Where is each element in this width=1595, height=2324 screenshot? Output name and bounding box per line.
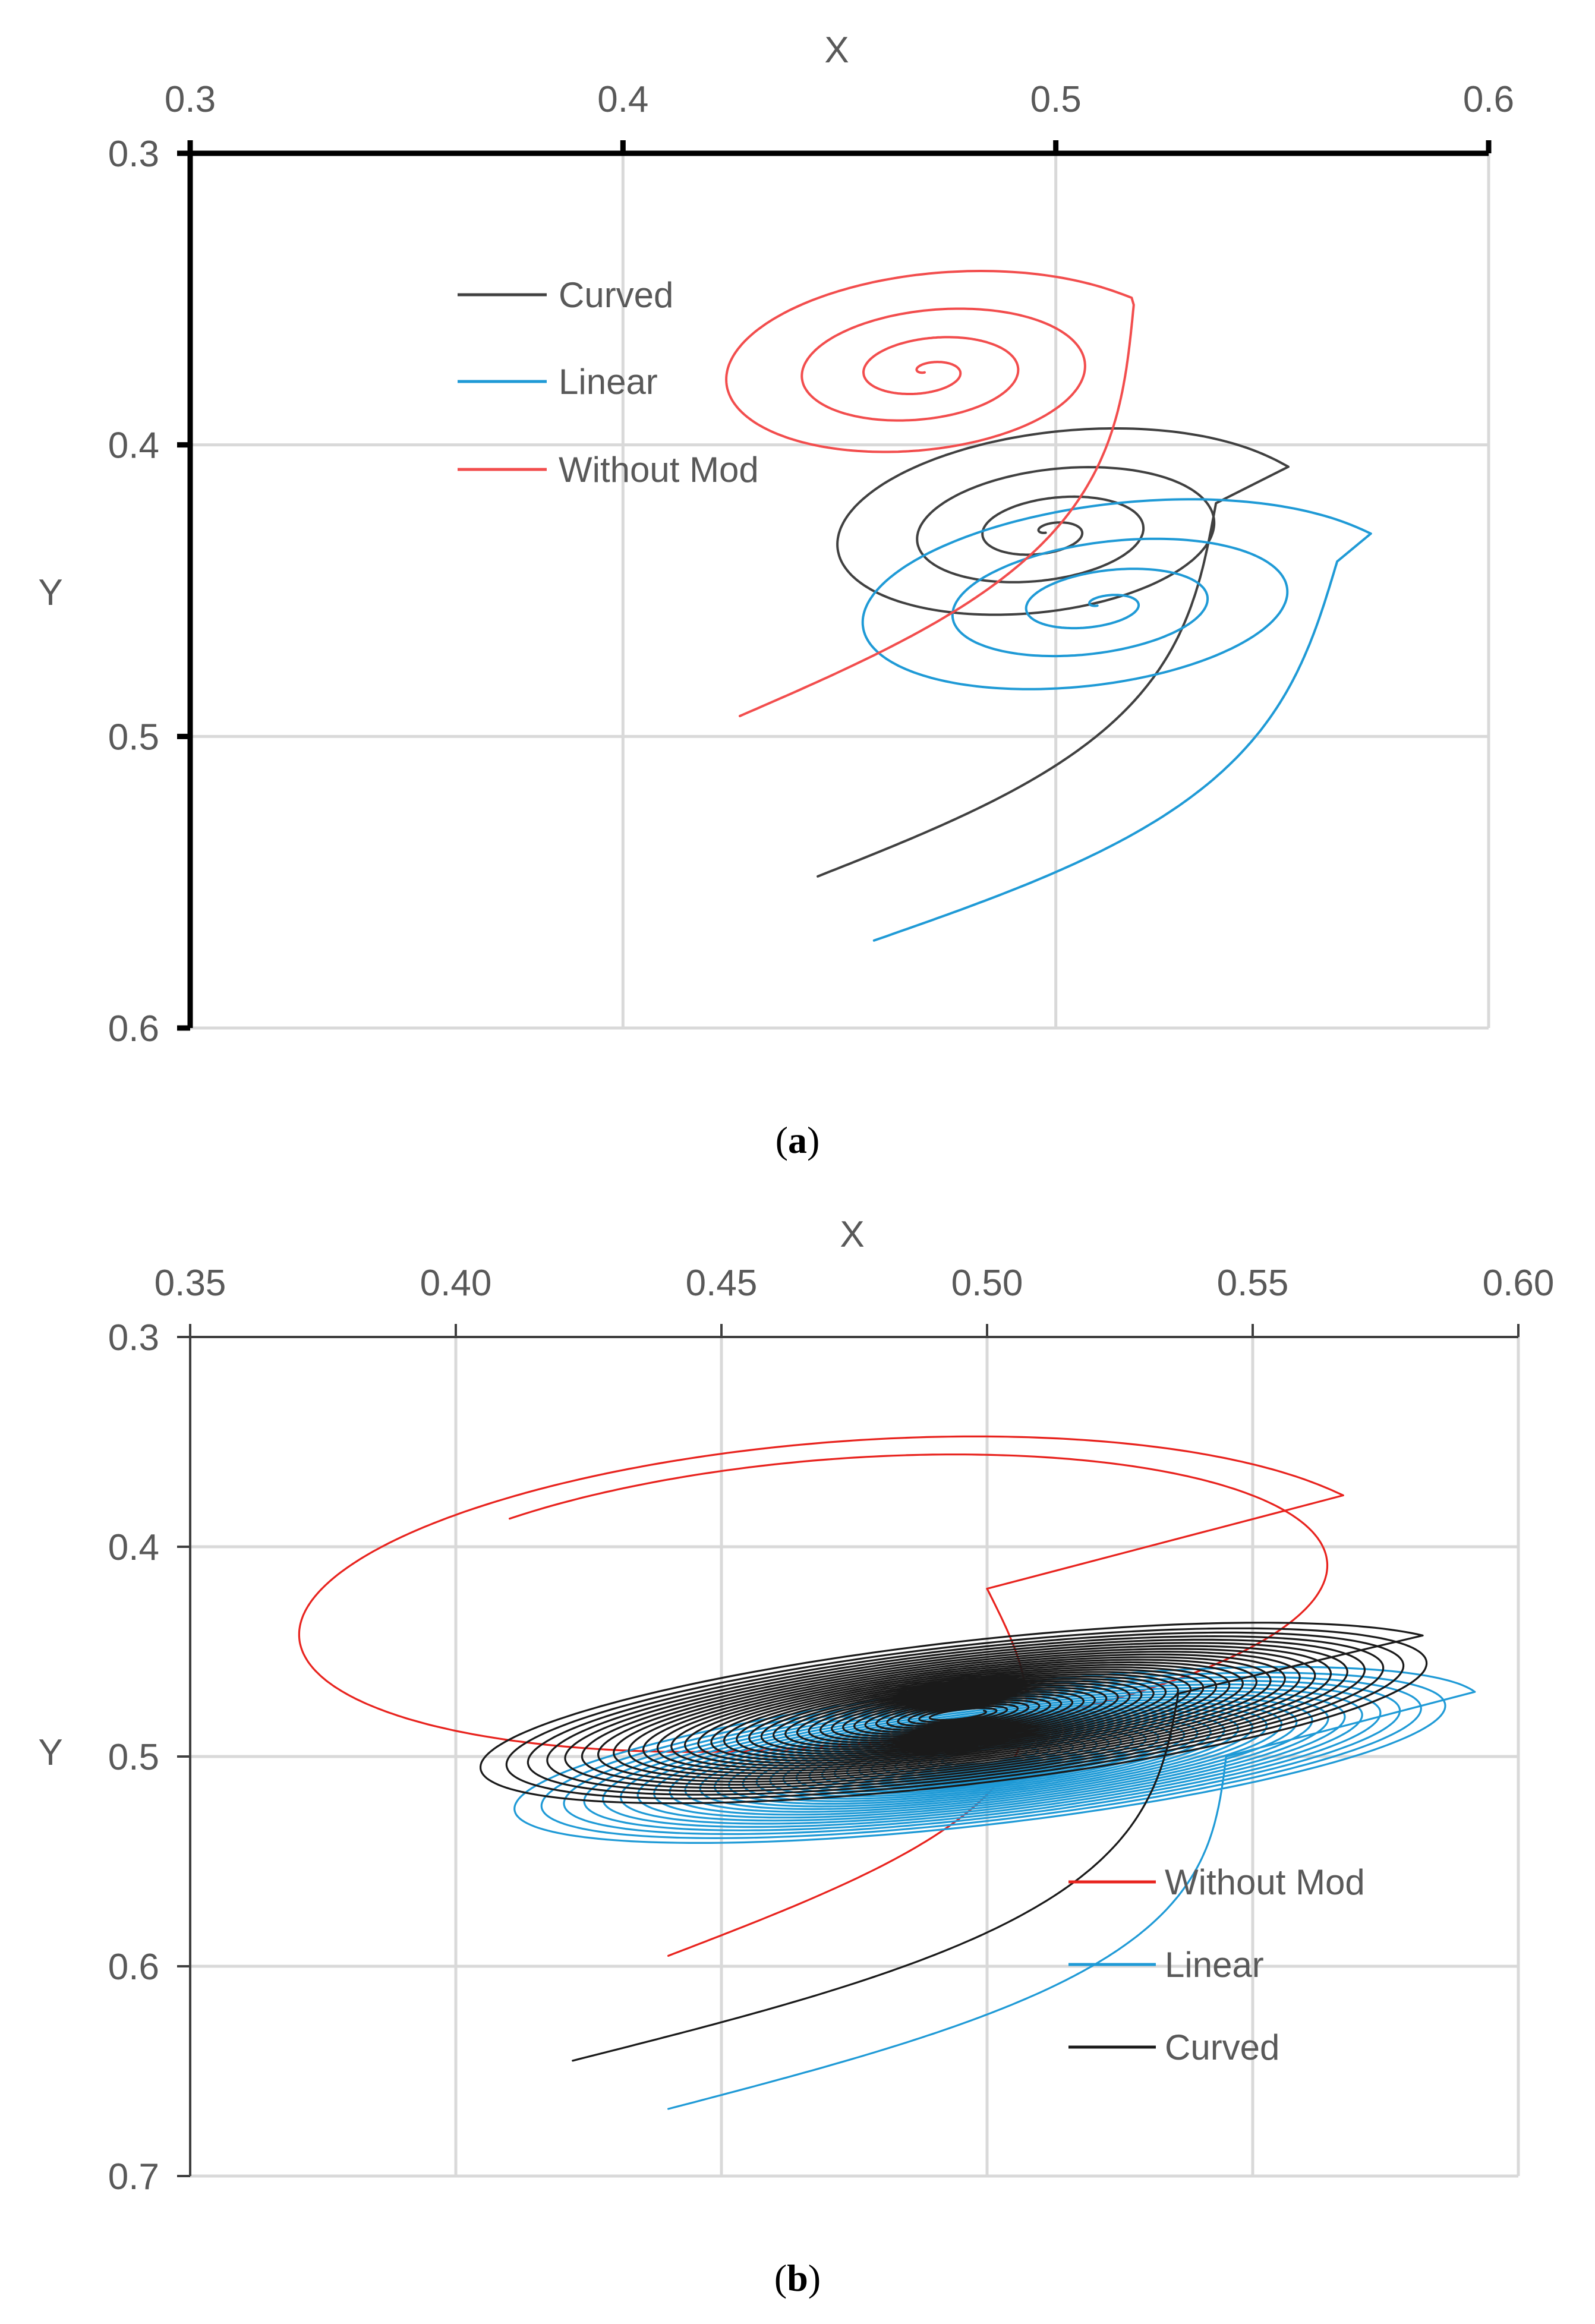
- x-tick-label: 0.50: [951, 1263, 1023, 1304]
- y-tick-label: 0.4: [108, 1527, 159, 1568]
- y-tick-labels-a: 0.3 0.4 0.5 0.6: [108, 134, 159, 1049]
- y-tick-labels-b: 0.3 0.4 0.5 0.6 0.7: [108, 1317, 159, 2197]
- x-tick-label: 0.4: [597, 79, 648, 120]
- x-tick-label: 0.5: [1030, 79, 1082, 120]
- x-axis-title-b: X: [840, 1214, 864, 1255]
- series-line-a-without-mod: [725, 270, 1135, 717]
- legend-label-a-curved: Curved: [559, 275, 673, 315]
- legend-b: Without Mod Linear Curved: [1068, 1862, 1365, 2067]
- caption-b-letter: b: [787, 2257, 808, 2299]
- y-tick-label: 0.5: [108, 717, 159, 758]
- x-tick-label: 0.6: [1463, 79, 1514, 120]
- axes-a: [177, 140, 1492, 1031]
- y-tick-label: 0.3: [108, 134, 159, 175]
- caption-a: (a): [776, 1119, 820, 1161]
- series-line-a-curved: [817, 427, 1290, 878]
- series-line-b-curved: [480, 1622, 1428, 2062]
- x-axis-title-a: X: [824, 30, 849, 71]
- x-tick-labels-a: 0.3 0.4 0.5 0.6: [165, 79, 1514, 120]
- legend-a: Curved Linear Without Mod: [458, 275, 759, 490]
- y-tick-label: 0.4: [108, 425, 159, 466]
- x-tick-label: 0.55: [1217, 1263, 1289, 1304]
- y-tick-label: 0.6: [108, 1008, 159, 1049]
- axes-b: [177, 1324, 1520, 2177]
- legend-label-b-without-mod: Without Mod: [1165, 1862, 1365, 1902]
- x-tick-label: 0.3: [165, 79, 216, 120]
- legend-label-b-curved: Curved: [1165, 2027, 1279, 2067]
- y-tick-label: 0.5: [108, 1737, 159, 1778]
- x-tick-label: 0.45: [686, 1263, 758, 1304]
- gridlines-a: [190, 153, 1490, 1030]
- x-tick-label: 0.60: [1483, 1263, 1555, 1304]
- legend-label-b-linear: Linear: [1165, 1945, 1264, 1985]
- y-axis-title-b: Y: [38, 1732, 62, 1773]
- y-tick-label: 0.7: [108, 2156, 159, 2197]
- legend-label-a-without-mod: Without Mod: [559, 450, 759, 490]
- x-tick-label: 0.35: [155, 1263, 226, 1304]
- caption-b: (b): [774, 2257, 821, 2299]
- legend-label-a-linear: Linear: [559, 362, 658, 402]
- series-group-b: [298, 1435, 1476, 2110]
- y-tick-label: 0.6: [108, 1947, 159, 1988]
- x-tick-label: 0.40: [420, 1263, 492, 1304]
- chart-panel-b: 0.35 0.40 0.45 0.50 0.55 0.60 0.3 0.4 0.5 0.6 0.7…: [38, 1214, 1554, 2299]
- x-tick-labels-b: 0.35 0.40 0.45 0.50 0.55 0.60: [155, 1263, 1555, 1304]
- series-group-a: [725, 270, 1372, 942]
- series-line-a-linear: [861, 498, 1372, 942]
- chart-panel-a: 0.3 0.4 0.5 0.6 0.3 0.4 0.5 0.6 X Y Curved Lin…: [38, 30, 1514, 1161]
- y-axis-title-a: Y: [38, 572, 62, 613]
- caption-a-letter: a: [788, 1119, 807, 1161]
- y-tick-label: 0.3: [108, 1317, 159, 1358]
